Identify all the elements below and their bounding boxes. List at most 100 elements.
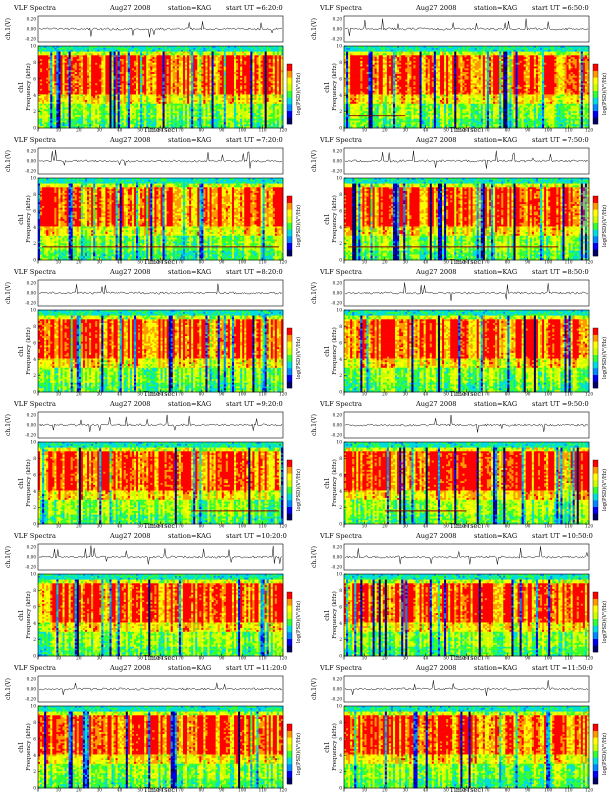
colorbar-step [287, 381, 292, 388]
colorbar-step [287, 84, 292, 91]
panel-title: VLF Spectra [319, 4, 362, 12]
y-tick-label: 4 [33, 358, 36, 363]
colorbar-step [593, 764, 598, 771]
colorbar-step [593, 375, 598, 382]
y-tick-label: 8 [339, 61, 342, 66]
x-tick-label: 120 [279, 788, 287, 792]
y-tick-label: 6 [33, 605, 36, 610]
colorbar-step [593, 71, 598, 78]
spectrogram-image [38, 574, 283, 656]
colorbar-step [593, 243, 598, 250]
trace-line [345, 151, 588, 169]
trace-tick-label: 0.00 [27, 27, 37, 32]
colorbar-step [593, 757, 598, 764]
x-tick-label: 80 [199, 788, 205, 792]
spectrogram-image [38, 310, 283, 392]
y-tick-label: 4 [33, 490, 36, 495]
y-tick-label: 4 [33, 226, 36, 231]
y-tick-label: 8 [339, 457, 342, 462]
frequency-axis-label: Frequency (kHz) [25, 723, 32, 771]
trace-tick-label: -0.20 [331, 565, 342, 570]
y-tick-label: 4 [339, 490, 342, 495]
x-axis-label: Time (sec) [450, 786, 484, 792]
panel-date: Aug27 2008 [415, 400, 457, 408]
y-tick-label: 8 [339, 193, 342, 198]
trace-tick-label: -0.20 [331, 169, 342, 174]
panel-station: station=KAG [474, 136, 517, 144]
colorbar-step [287, 236, 292, 243]
y-tick-label: 4 [339, 94, 342, 99]
spectrogram-panel: VLF Spectra Aug27 2008 station=KAG start UT… [0, 264, 306, 396]
trace-ylabel: ch.1(V) [311, 18, 318, 40]
panel-title: VLF Spectra [13, 4, 56, 12]
colorbar-step [287, 473, 292, 480]
colorbar-step [593, 612, 598, 619]
y-tick-label: 2 [33, 770, 36, 775]
colorbar-step [593, 724, 598, 731]
colorbar-step [593, 751, 598, 758]
colorbar-step [593, 249, 598, 256]
panel-station: station=KAG [474, 268, 517, 276]
colorbar-step [593, 777, 598, 784]
colorbar-label: log(PSD)(V²/Hz) [601, 733, 608, 775]
colorbar-step [287, 77, 292, 84]
colorbar-step [287, 480, 292, 487]
panel-start-ut: start UT =10:50:0 [532, 532, 593, 540]
y-tick-label: 10 [30, 309, 36, 314]
trace-line [345, 283, 588, 301]
colorbar-step [593, 731, 598, 738]
panel-start-ut: start UT =9:50:0 [532, 400, 589, 408]
frequency-axis-label: Frequency (kHz) [25, 591, 32, 639]
y-tick-label: 8 [33, 193, 36, 198]
trace-line [345, 19, 588, 36]
trace-tick-label: -0.20 [25, 697, 36, 702]
x-tick-label: 40 [423, 788, 429, 792]
x-tick-label: 0 [37, 788, 40, 792]
colorbar-step [287, 757, 292, 764]
trace-tick-label: -0.20 [331, 697, 342, 702]
frequency-axis-label: Frequency (kHz) [25, 459, 32, 507]
colorbar-step [593, 645, 598, 652]
trace-tick-label: 0.00 [27, 687, 37, 692]
panel-date: Aug27 2008 [109, 664, 151, 672]
panel-station: station=KAG [474, 400, 517, 408]
trace-tick-label: 0.00 [333, 159, 343, 164]
panel-start-ut: start UT =6:20:0 [226, 4, 283, 12]
panel-date: Aug27 2008 [415, 136, 457, 144]
y-tick-label: 2 [339, 374, 342, 379]
colorbar-step [593, 229, 598, 236]
x-tick-label: 40 [117, 788, 123, 792]
channel-label: ch1 [324, 213, 331, 224]
colorbar-step [287, 104, 292, 111]
y-tick-label: 10 [30, 705, 36, 710]
colorbar-step [287, 64, 292, 71]
colorbar-step [287, 209, 292, 216]
spectrogram-image [344, 574, 589, 656]
panel-title: VLF Spectra [319, 400, 362, 408]
colorbar-step [593, 487, 598, 494]
trace-line [39, 284, 282, 294]
panel-start-ut: start UT =9:20:0 [226, 400, 283, 408]
y-tick-label: 8 [33, 61, 36, 66]
frequency-axis-label: Frequency (kHz) [331, 591, 338, 639]
colorbar-step [593, 460, 598, 467]
trace-tick-label: 0.00 [333, 27, 343, 32]
y-tick-label: 10 [336, 705, 342, 710]
colorbar-step [287, 737, 292, 744]
y-tick-label: 8 [33, 589, 36, 594]
colorbar-label: log(PSD)(V²/Hz) [295, 469, 302, 511]
colorbar-step [593, 605, 598, 612]
y-tick-label: 8 [339, 325, 342, 330]
x-tick-label: 10 [362, 788, 368, 792]
y-tick-label: 10 [336, 441, 342, 446]
trace-line [345, 546, 588, 564]
spectrogram-panel: VLF Spectra Aug27 2008 station=KAG start UT… [0, 396, 306, 528]
colorbar-step [593, 216, 598, 223]
panel-date: Aug27 2008 [109, 136, 151, 144]
trace-tick-label: -0.20 [331, 37, 342, 42]
colorbar-step [287, 731, 292, 738]
y-tick-label: 8 [339, 721, 342, 726]
x-axis-label: Time (sec) [144, 786, 178, 792]
trace-line [39, 150, 282, 168]
y-tick-label: 10 [30, 573, 36, 578]
